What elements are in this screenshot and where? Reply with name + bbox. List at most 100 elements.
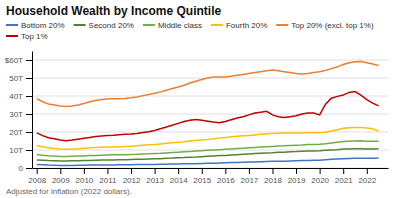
x-tick: 2019 <box>288 168 306 185</box>
y-tick-mark <box>26 132 32 133</box>
series-line <box>37 158 379 165</box>
legend-swatch <box>74 24 86 26</box>
x-tick-label: 2011 <box>99 176 117 185</box>
x-tick-label: 2015 <box>193 176 211 185</box>
x-tick: 2020 <box>311 168 329 185</box>
x-tick-label: 2018 <box>264 176 282 185</box>
y-axis-line <box>32 52 33 169</box>
x-tick-label: 2021 <box>335 176 353 185</box>
legend: Bottom 20% Second 20% Middle class Fourth 2… <box>6 21 374 41</box>
legend-label: Bottom 20% <box>21 21 65 30</box>
x-tick: 2022 <box>358 168 376 185</box>
x-tick-label: 2012 <box>123 176 141 185</box>
x-tick-mark <box>178 168 179 174</box>
legend-item: Middle class <box>143 21 202 30</box>
y-tick-label: 50T <box>9 74 23 83</box>
x-tick-mark <box>320 168 321 174</box>
legend-item: Second 20% <box>74 21 134 30</box>
y-tick: 30T <box>9 110 32 119</box>
legend-label: Top 20% (excl. top 1%) <box>291 21 374 30</box>
x-tick-mark <box>131 168 132 174</box>
footnote: Adjusted for inflation (2022 dollars). <box>6 187 132 196</box>
y-tick-label: 0 <box>19 164 24 173</box>
legend-item: Bottom 20% <box>6 21 65 30</box>
legend-swatch <box>6 24 18 26</box>
y-tick: $60T <box>5 56 32 65</box>
x-tick-mark <box>367 168 368 174</box>
x-tick-label: 2009 <box>52 176 70 185</box>
series-line <box>37 61 379 106</box>
title: Household Wealth by Income Quintile <box>6 4 221 18</box>
x-tick: 2012 <box>123 168 141 185</box>
y-tick: 10T <box>9 146 32 155</box>
y-tick: 40T <box>9 92 32 101</box>
grid-line <box>32 132 388 133</box>
legend-label: Top 1% <box>21 32 48 41</box>
x-tick-label: 2020 <box>311 176 329 185</box>
x-tick: 2015 <box>193 168 211 185</box>
x-tick-mark <box>107 168 108 174</box>
x-tick: 2009 <box>52 168 70 185</box>
y-tick-label: 20T <box>9 128 23 137</box>
x-tick-mark <box>60 168 61 174</box>
series-line <box>37 92 379 141</box>
y-tick: 50T <box>9 74 32 83</box>
x-tick-label: 2014 <box>170 176 188 185</box>
grid-line <box>32 60 388 61</box>
x-tick-label: 2022 <box>358 176 376 185</box>
x-tick-mark <box>84 168 85 174</box>
plot-area <box>37 61 379 165</box>
x-tick: 2018 <box>264 168 282 185</box>
y-tick-label: 30T <box>9 110 23 119</box>
x-tick-label: 2008 <box>28 176 46 185</box>
legend-label: Fourth 20% <box>226 21 267 30</box>
x-tick: 2011 <box>99 168 117 185</box>
grid-line <box>32 168 388 169</box>
legend-item: Top 20% (excl. top 1%) <box>276 21 374 30</box>
x-tick-mark <box>343 168 344 174</box>
x-tick: 2016 <box>217 168 235 185</box>
y-tick-label: 40T <box>9 92 23 101</box>
x-axis: 2008 2009 2010 2011 2012 2013 2014 2015 2016 2017… <box>28 168 388 185</box>
chart: Household Wealth by Income Quintile Botto… <box>0 0 400 198</box>
x-tick: 2010 <box>75 168 93 185</box>
legend-swatch <box>6 35 18 37</box>
y-tick-mark <box>26 150 32 151</box>
x-tick-label: 2017 <box>241 176 259 185</box>
y-tick: 0 <box>19 164 32 173</box>
legend-swatch <box>276 24 288 26</box>
x-axis-line <box>33 168 389 169</box>
grid-line <box>32 114 388 115</box>
legend-swatch <box>211 24 223 26</box>
x-tick-mark <box>225 168 226 174</box>
x-tick-mark <box>272 168 273 174</box>
x-tick-mark <box>37 168 38 174</box>
y-tick-mark <box>26 114 32 115</box>
x-tick-mark <box>296 168 297 174</box>
x-tick-mark <box>202 168 203 174</box>
x-tick-label: 2019 <box>288 176 306 185</box>
x-tick: 2014 <box>170 168 188 185</box>
legend-item: Fourth 20% <box>211 21 267 30</box>
x-tick-label: 2013 <box>146 176 164 185</box>
legend-label: Middle class <box>158 21 202 30</box>
legend-label: Second 20% <box>89 21 134 30</box>
y-tick-mark <box>26 78 32 79</box>
x-tick-label: 2010 <box>75 176 93 185</box>
grid <box>32 60 388 168</box>
y-axis: 0 10T 20T 30T 40T 50T $60T <box>5 52 33 174</box>
x-tick: 2008 <box>28 168 46 185</box>
x-tick: 2013 <box>146 168 164 185</box>
legend-swatch <box>143 24 155 26</box>
y-tick: 20T <box>9 128 32 137</box>
y-tick-mark <box>26 60 32 61</box>
y-tick-label: $60T <box>5 56 23 65</box>
x-tick: 2017 <box>241 168 259 185</box>
legend-item: Top 1% <box>6 32 48 41</box>
grid-line <box>32 96 388 97</box>
x-tick-mark <box>249 168 250 174</box>
y-tick-mark <box>26 168 32 169</box>
x-tick: 2021 <box>335 168 353 185</box>
x-tick-mark <box>155 168 156 174</box>
y-tick-mark <box>26 96 32 97</box>
